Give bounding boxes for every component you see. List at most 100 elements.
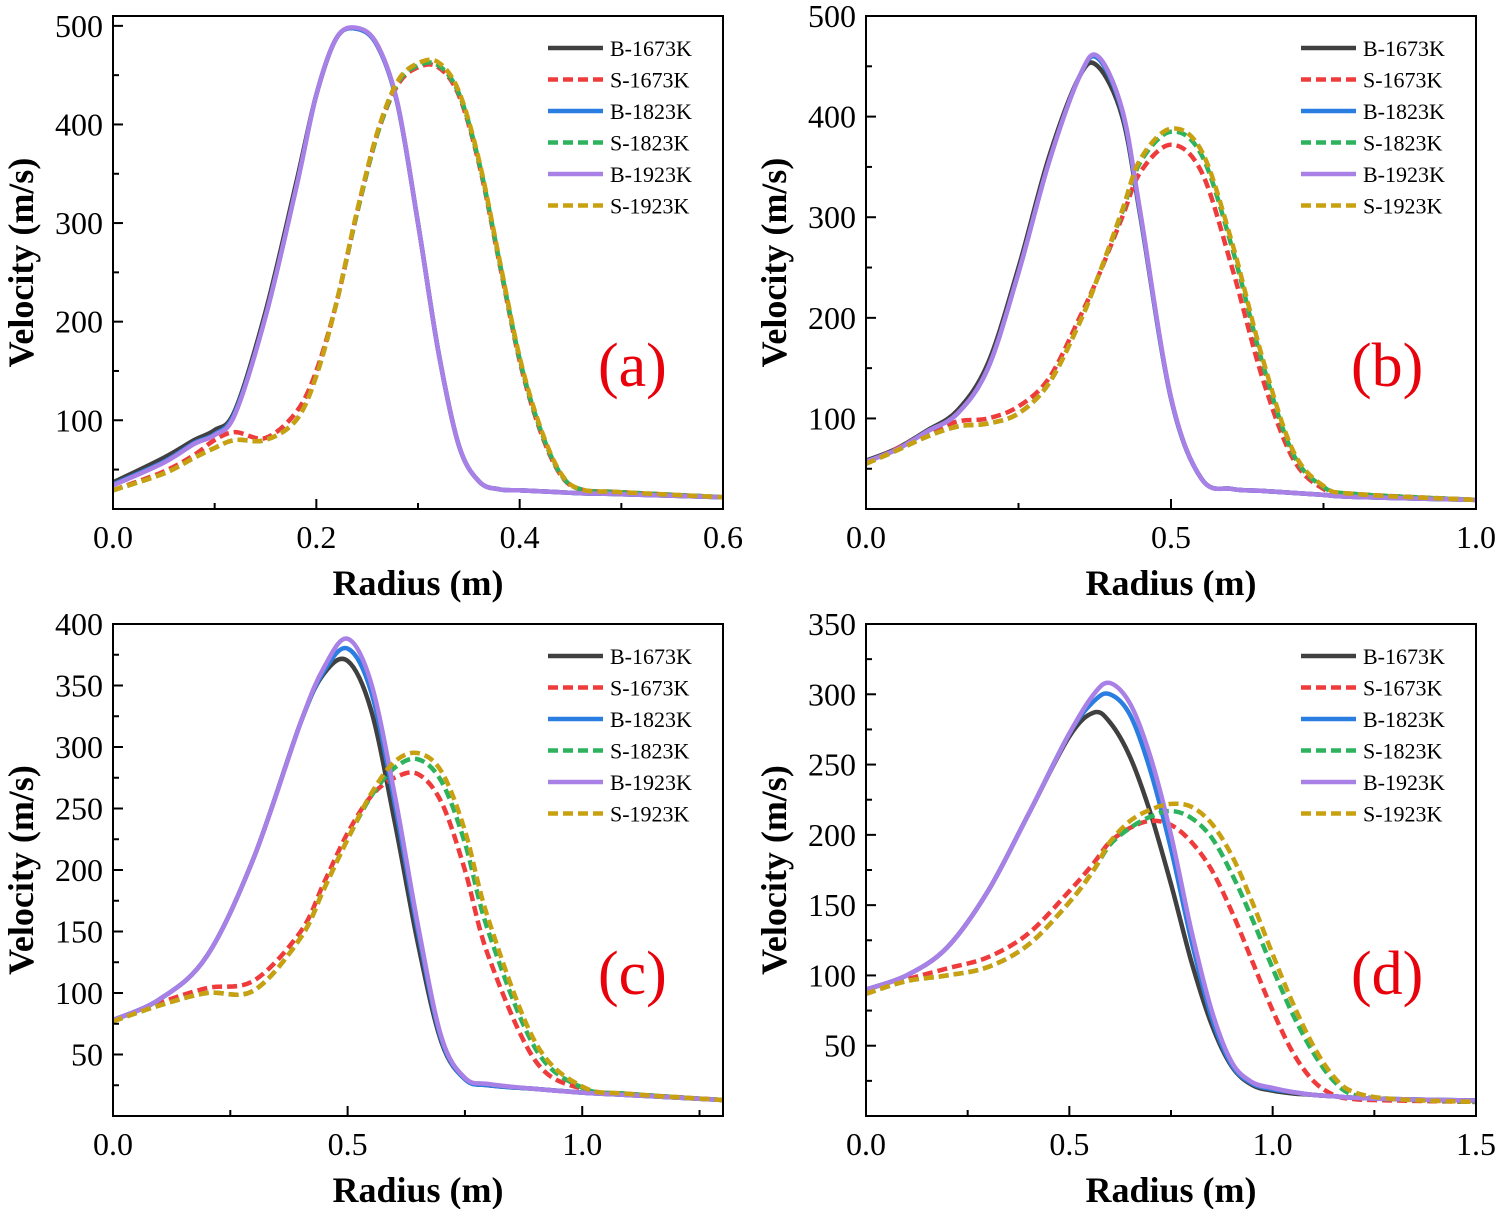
legend-label: B-1673K <box>1363 644 1445 669</box>
x-axis-label: Radius (m) <box>1085 1170 1256 1209</box>
panel-label: (b) <box>1351 332 1423 400</box>
legend-label: B-1823K <box>610 99 692 124</box>
legend-label: S-1673K <box>610 676 690 701</box>
x-axis-label: Radius (m) <box>1085 563 1256 603</box>
legend-label: S-1923K <box>1363 194 1443 219</box>
series-line-s-1923k <box>866 801 1476 1105</box>
y-tick-label: 300 <box>808 199 856 235</box>
series-line-s-1673k <box>866 142 1476 503</box>
x-tick-label: 1.0 <box>1456 519 1496 555</box>
y-tick-label: 300 <box>808 676 856 712</box>
legend: B-1673K S-1673K B-1823K S-1823K B-1923K S-192… <box>548 644 692 827</box>
series-line-s-1673k <box>866 818 1476 1105</box>
y-axis-label: Velocity (m/s) <box>754 158 794 368</box>
y-tick-label: 500 <box>55 8 103 44</box>
y-tick-label: 150 <box>808 887 856 923</box>
legend-label: S-1923K <box>610 802 690 827</box>
y-tick-label: 300 <box>55 205 103 241</box>
y-axis-label: Velocity (m/s) <box>754 765 794 975</box>
legend-label: S-1823K <box>610 131 690 156</box>
y-tick-label: 50 <box>824 1028 856 1064</box>
series-line-b-1923k <box>113 25 723 500</box>
x-tick-label: 0.2 <box>296 519 336 555</box>
legend: B-1673K S-1673K B-1823K S-1823K B-1923K S-192… <box>1301 644 1445 827</box>
series-line-b-1923k <box>113 636 723 1103</box>
x-tick-label: 0.5 <box>1151 519 1191 555</box>
legend-label: B-1673K <box>610 644 692 669</box>
series-line-b-1923k <box>866 52 1476 503</box>
y-tick-label: 400 <box>55 106 103 142</box>
x-tick-label: 1.0 <box>562 1126 602 1162</box>
series-group <box>113 25 723 500</box>
legend-label: S-1823K <box>1363 131 1443 156</box>
x-tick-label: 0.0 <box>93 519 133 555</box>
legend-label: B-1673K <box>1363 36 1445 61</box>
y-axis-label: Velocity (m/s) <box>1 158 41 368</box>
legend-label: B-1823K <box>1363 707 1445 732</box>
legend-label: B-1823K <box>610 707 692 732</box>
panel-label: (d) <box>1351 940 1423 1008</box>
y-tick-label: 200 <box>808 300 856 336</box>
legend: B-1673K S-1673K B-1823K S-1823K B-1923K S-192… <box>1301 36 1445 219</box>
y-tick-label: 100 <box>55 402 103 438</box>
x-tick-label: 1.0 <box>1253 1126 1293 1162</box>
legend-label: B-1923K <box>610 162 692 187</box>
chart-panel-1: 0.0 0.2 0.4 0.6 100 200 300 400 500 Radius (m) Vel… <box>1 8 743 603</box>
x-axis-label: Radius (m) <box>332 563 503 603</box>
series-line-s-1673k <box>113 770 723 1103</box>
x-tick-label: 0.0 <box>93 1126 133 1162</box>
legend-label: S-1823K <box>1363 739 1443 764</box>
y-tick-label: 200 <box>55 852 103 888</box>
legend-label: S-1673K <box>1363 68 1443 93</box>
x-tick-label: 0.5 <box>328 1126 368 1162</box>
y-tick-label: 350 <box>55 668 103 704</box>
y-axis-label: Velocity (m/s) <box>1 765 41 975</box>
legend-label: B-1923K <box>1363 162 1445 187</box>
x-tick-label: 0.6 <box>703 519 743 555</box>
legend-label: B-1923K <box>1363 770 1445 795</box>
legend-label: S-1923K <box>610 194 690 219</box>
legend: B-1673K S-1673K B-1823K S-1823K B-1923K S-192… <box>548 36 692 219</box>
legend-label: S-1673K <box>610 68 690 93</box>
series-line-s-1923k <box>113 57 723 500</box>
legend-label: S-1673K <box>1363 676 1443 701</box>
series-group <box>866 680 1476 1105</box>
y-tick-label: 100 <box>55 975 103 1011</box>
x-tick-label: 1.5 <box>1456 1126 1496 1162</box>
y-tick-label: 500 <box>808 0 856 34</box>
y-tick-label: 150 <box>55 914 103 950</box>
series-line-s-1823k <box>113 60 723 500</box>
y-tick-label: 100 <box>808 957 856 993</box>
chart-panel-2: 0.0 0.5 1.0 100 200 300 400 500 Radius (m) Veloci… <box>754 0 1496 603</box>
y-tick-label: 400 <box>808 99 856 135</box>
legend-label: B-1923K <box>610 770 692 795</box>
panel-label: (a) <box>598 332 667 400</box>
y-tick-label: 400 <box>55 606 103 642</box>
x-tick-label: 0.0 <box>846 519 886 555</box>
legend-label: B-1673K <box>610 36 692 61</box>
legend-label: B-1823K <box>1363 99 1445 124</box>
panel-label: (c) <box>598 940 667 1008</box>
series-line-b-1673k <box>866 60 1476 503</box>
series-group <box>866 52 1476 503</box>
y-tick-label: 50 <box>71 1037 103 1073</box>
x-tick-label: 0.5 <box>1049 1126 1089 1162</box>
legend-label: S-1923K <box>1363 802 1443 827</box>
series-line-s-1673k <box>113 62 723 500</box>
y-tick-label: 250 <box>808 747 856 783</box>
y-tick-label: 200 <box>808 817 856 853</box>
y-tick-label: 200 <box>55 304 103 340</box>
x-axis-label: Radius (m) <box>332 1170 503 1209</box>
series-group <box>113 636 723 1103</box>
y-tick-label: 350 <box>808 606 856 642</box>
legend-label: S-1823K <box>610 739 690 764</box>
y-tick-label: 250 <box>55 791 103 827</box>
chart-panel-3: 0.0 0.5 1.0 50 100 150 200 250 300 350 400 Radius (… <box>1 606 724 1209</box>
y-tick-label: 100 <box>808 400 856 436</box>
x-tick-label: 0.0 <box>846 1126 886 1162</box>
series-line-b-1923k <box>866 680 1476 1103</box>
x-tick-label: 0.4 <box>500 519 540 555</box>
series-line-s-1923k <box>113 750 723 1103</box>
chart-panel-4: 0.0 0.5 1.0 1.5 50 100 150 200 250 300 350 Radius (… <box>754 606 1496 1209</box>
